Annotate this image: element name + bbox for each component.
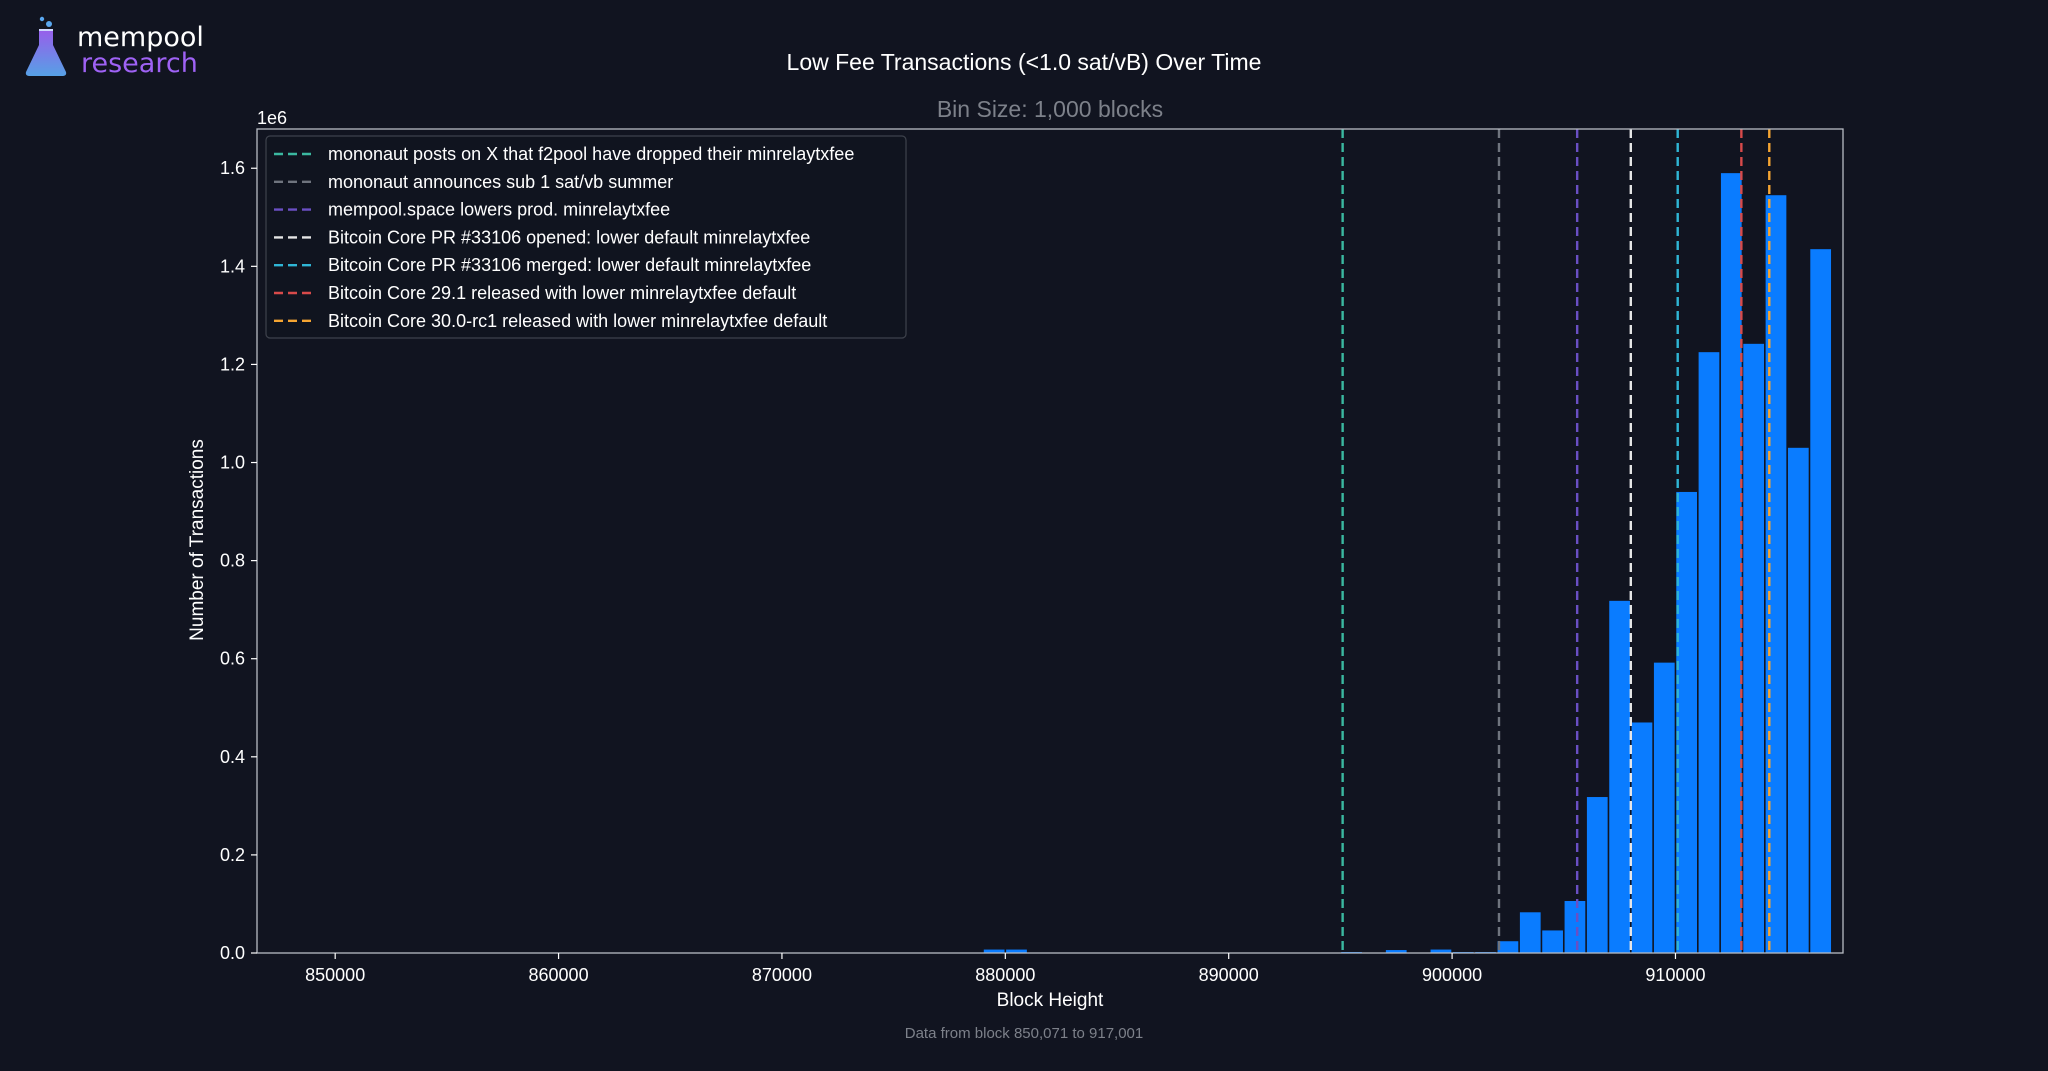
bar-13 (1631, 722, 1653, 953)
logo-subtitle: research (81, 48, 198, 79)
x-tick-label-5: 900000 (1422, 965, 1482, 985)
bar-21 (1810, 249, 1832, 953)
y-tick-label-8: 1.6 (220, 158, 245, 178)
bar-14 (1653, 662, 1675, 953)
legend-label-2: mempool.space lowers prod. minrelaytxfee (328, 200, 670, 220)
legend-label-6: Bitcoin Core 30.0-rc1 released with lowe… (328, 311, 827, 331)
x-tick-label-1: 860000 (529, 965, 589, 985)
bar-3 (1385, 950, 1407, 953)
bar-15 (1676, 491, 1698, 953)
y-ticks: 0.0 0.2 0.4 0.6 0.8 1.0 1.2 1.4 1.6 (220, 158, 257, 963)
event-lines-layer (1341, 129, 1771, 953)
logo-wordmark: mempool (77, 22, 204, 53)
y-tick-label-5: 1.0 (220, 453, 245, 473)
legend-label-4: Bitcoin Core PR #33106 merged: lower def… (328, 255, 811, 275)
x-tick-label-0: 850000 (305, 965, 365, 985)
bar-7 (1497, 941, 1519, 953)
bar-18 (1743, 343, 1765, 953)
legend: mononaut posts on X that f2pool have dro… (265, 135, 907, 339)
legend-label-0: mononaut posts on X that f2pool have dro… (328, 144, 854, 164)
y-tick-label-0: 0.0 (220, 943, 245, 963)
x-tick-label-3: 880000 (975, 965, 1035, 985)
flask-icon (25, 16, 67, 76)
bar-8 (1519, 912, 1541, 953)
bars-layer (983, 173, 1832, 954)
y-tick-label-1: 0.2 (220, 845, 245, 865)
y-axis-label: Number of Transactions (187, 439, 208, 641)
data-range-footnote: Data from block 850,071 to 917,001 (905, 1025, 1144, 1042)
bar-10 (1564, 901, 1586, 953)
x-tick-label-4: 890000 (1199, 965, 1259, 985)
bar-16 (1698, 352, 1720, 954)
chart-title: Low Fee Transactions (<1.0 sat/vB) Over … (787, 49, 1262, 75)
x-axis-label: Block Height (997, 990, 1104, 1011)
legend-label-5: Bitcoin Core 29.1 released with lower mi… (328, 283, 796, 303)
bar-0 (983, 949, 1005, 953)
y-tick-label-3: 0.6 (220, 649, 245, 669)
x-tick-label-6: 910000 (1645, 965, 1705, 985)
bar-9 (1542, 930, 1563, 953)
x-ticks: 850000 860000 870000 880000 890000 900000 9100… (305, 953, 1706, 985)
x-tick-label-2: 870000 (752, 965, 812, 985)
y-scale-label: 1e6 (257, 108, 287, 128)
bar-12 (1609, 600, 1630, 953)
y-tick-label-7: 1.4 (220, 256, 245, 276)
bar-17 (1720, 173, 1742, 954)
legend-box (265, 135, 907, 339)
y-tick-label-6: 1.2 (220, 354, 245, 374)
bar-1 (1006, 949, 1027, 953)
legend-label-3: Bitcoin Core PR #33106 opened: lower def… (328, 227, 810, 247)
y-tick-label-2: 0.4 (220, 747, 245, 767)
plot-frame (256, 128, 1844, 954)
legend-label-1: mononaut announces sub 1 sat/vb summer (328, 172, 673, 192)
bar-20 (1787, 447, 1809, 953)
bar-19 (1765, 195, 1787, 953)
chart-subtitle: Bin Size: 1,000 blocks (937, 96, 1163, 122)
y-tick-label-4: 0.8 (220, 551, 245, 571)
bar-11 (1586, 797, 1608, 953)
mempool-research-logo: mempool research (22, 14, 222, 80)
bar-4 (1430, 949, 1452, 953)
